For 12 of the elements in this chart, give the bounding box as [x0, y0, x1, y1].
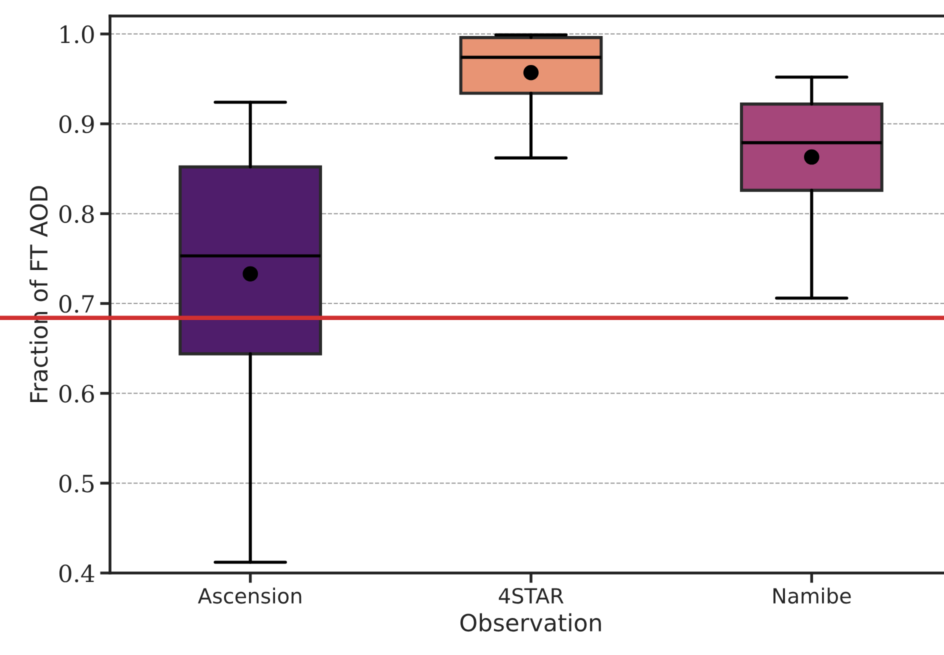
- y-tick-label: 0.4: [59, 564, 94, 582]
- y-tick-label: 0.9: [59, 115, 94, 134]
- y-tick-label: 1.0: [60, 25, 94, 44]
- x-tick-label: Namibe: [773, 588, 851, 604]
- y-tick-label: 0.6: [59, 384, 94, 403]
- x-tick-label: 4STAR: [498, 588, 564, 604]
- y-tick-label: 0.8: [59, 205, 94, 223]
- y-tick-label: 0.7: [59, 294, 94, 313]
- x-axis-title: Observation: [460, 613, 601, 632]
- x-tick-label: Ascension: [198, 588, 302, 604]
- y-tick-label: 0.5: [59, 474, 94, 492]
- y-axis-title: Fraction of FT AOD: [29, 186, 48, 402]
